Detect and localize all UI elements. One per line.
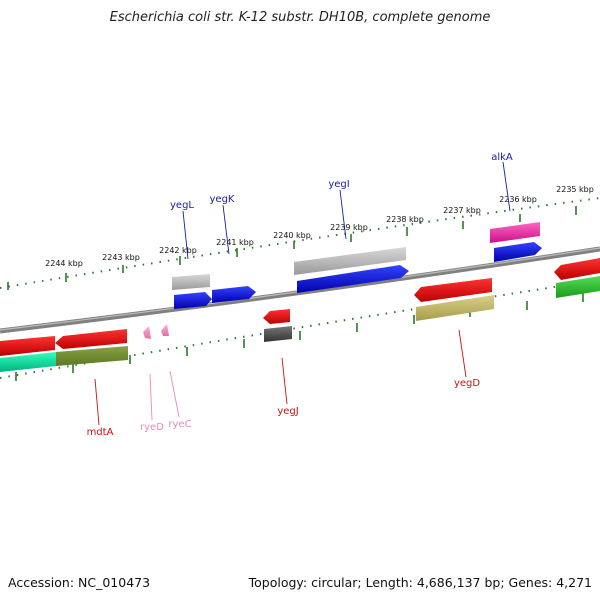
gene-label-ryeD[interactable]: ryeD [140,422,164,433]
gene-arrow-alkA[interactable] [494,242,542,262]
feature-bar-left-partial-outer[interactable] [0,352,56,372]
gene-label-mdtA[interactable]: mdtA [87,427,114,438]
scale-label: 2241 kbp [216,238,254,247]
map-title: Escherichia coli str. K-12 substr. DH10B… [109,10,491,25]
forward-tick-ring [0,197,600,289]
rna-feature-ryeD[interactable] [143,326,151,339]
gene-label-alkA[interactable]: alkA [491,152,513,163]
gene-arrow-mdtA[interactable] [55,329,127,349]
forward-features[interactable] [172,222,542,309]
scale-labels: 2244 kbp 2243 kbp 2242 kbp 2241 kbp 2240… [45,185,594,268]
gene-label-yegJ[interactable]: yegJ [277,406,298,417]
accession-label: Accession: NC_010473 [8,575,151,590]
feature-bar-yegL-outer[interactable] [172,274,210,290]
feature-bar-mdtA-outer[interactable] [56,346,128,366]
gene-arrow-yegL[interactable] [174,292,212,309]
gene-label-yegK[interactable]: yegK [210,194,235,205]
scale-label: 2235 kbp [556,185,594,194]
gene-label-yegI[interactable]: yegI [328,179,349,190]
leader-lines-forward [182,161,511,260]
feature-bar-alkA-outer[interactable] [490,222,540,243]
scale-label: 2242 kbp [159,246,197,255]
gene-arrow-yegI[interactable] [297,265,409,293]
gene-arrow-yegJ[interactable] [263,309,290,324]
scale-label: 2238 kbp [386,215,424,224]
gene-label-yegD[interactable]: yegD [454,378,480,389]
forward-gene-labels: yegL yegK yegI alkA [170,152,513,211]
reverse-major-ticks [15,293,584,381]
feature-bar-right-partial-outer[interactable] [556,276,600,298]
scale-label: 2244 kbp [45,259,83,268]
gene-arrow-yegK[interactable] [212,286,256,303]
reverse-gene-labels: mdtA ryeD ryeC yegJ yegD [87,378,481,438]
scale-label: 2240 kbp [273,231,311,240]
scale-label: 2236 kbp [499,195,537,204]
gene-arrow-yegD[interactable] [414,278,492,302]
gene-arrow-right-partial[interactable] [554,258,600,280]
scale-label: 2239 kbp [330,223,368,232]
feature-bar-yegJ-outer[interactable] [264,326,292,342]
reverse-features[interactable] [0,258,600,372]
forward-major-ticks [7,206,577,290]
gene-label-ryeC[interactable]: ryeC [168,419,191,430]
gene-arrow-left-partial[interactable] [0,336,55,356]
feature-bar-yegD-outer[interactable] [416,295,494,321]
scale-label: 2243 kbp [102,253,140,262]
feature-bar-yegI-outer[interactable] [294,247,406,275]
rna-feature-ryeC[interactable] [161,324,169,336]
gene-label-yegL[interactable]: yegL [170,200,194,211]
genome-summary: Topology: circular; Length: 4,686,137 bp… [248,575,592,590]
leader-lines-reverse [94,329,467,426]
scale-label: 2237 kbp [443,206,481,215]
